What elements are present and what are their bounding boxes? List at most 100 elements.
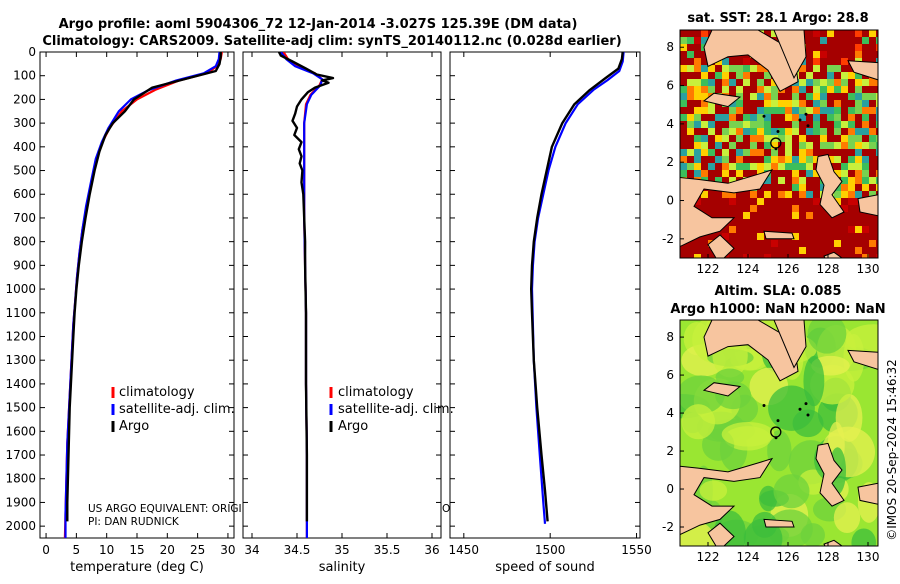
map-lon-label: 130 [857,550,880,564]
x-tick-label: 34 [244,543,259,557]
land-mass [847,349,878,370]
y-tick-label: 1400 [5,377,36,391]
legend-temperature: climatology satellite-adj. clim. Argo [111,385,235,434]
y-tick-label: 1000 [5,282,36,296]
map-lat-label: 6 [666,79,674,93]
argo-position-marker [770,426,782,438]
map-lon-label: 124 [737,550,760,564]
x-tick-label: 15 [129,543,144,557]
series-line-argo [66,52,222,522]
figure-title-line1: Argo profile: aoml 5904306_72 12-Jan-201… [59,17,578,32]
y-tick-label: 1800 [5,472,36,486]
map-lat-label: 8 [666,40,674,54]
y-tick-label: 700 [13,211,36,225]
legend-satellite-label: satellite-adj. clim. [119,402,235,417]
temperature-panel: 0 5 10 15 20 25 300100200300400500600700800900… [5,45,235,575]
y-tick-label: 600 [13,187,36,201]
x-tick-label: 35.5 [374,543,401,557]
map-lon-label: 128 [817,262,840,276]
legend-salinity: climatology satellite-adj. clim. Argo [329,385,454,434]
note-line1: US ARGO EQUIVALENT: ORIGI [88,503,242,515]
land-mass [815,153,845,219]
y-tick-label: 1900 [5,495,36,509]
legend-argo-label: Argo [119,419,149,434]
land-mass [680,457,774,536]
sla-map: 122 124 126 128 130 8 6 4 2 0 -2 [662,319,880,564]
map-lon-label: 130 [857,262,880,276]
sound-speed-panel: 1450 1500 1550 speed of sound [449,51,652,575]
series-line-argo [277,52,335,522]
y-tick-label: 1200 [5,329,36,343]
land-mass [763,518,795,528]
x-tick-label: 5 [73,543,81,557]
sst-map: 122 124 126 128 130 8 6 4 2 0 -2 [662,29,880,276]
y-tick-label: 400 [13,140,36,154]
figure-title-line2: Climatology: CARS2009. Satellite-adj cli… [42,34,621,49]
map-lat-label: -2 [662,232,674,246]
map-sla-title-1: Altim. SLA: 0.085 [715,284,842,299]
island [762,403,766,407]
land-mass [857,482,878,505]
salinity-axes-frame [242,51,442,539]
y-tick-label: 0 [28,45,36,59]
x-tick-label: 10 [99,543,114,557]
y-tick-label: 900 [13,258,36,272]
speed-of-sound-axes-frame [449,51,641,539]
x-tick-label: 30 [220,543,235,557]
x-tick-label: 25 [190,543,205,557]
x-axis-label: salinity [319,560,366,575]
y-tick-label: 2000 [5,519,36,533]
legend-satellite-label-2: satellite-adj. clim. [338,402,454,417]
island [798,407,802,411]
map-lat-label: 4 [666,406,674,420]
legend-climatology-label: climatology [119,385,195,400]
land-mass [773,320,807,369]
map-lon-label: 126 [777,550,800,564]
y-tick-label: 100 [13,69,36,83]
x-tick-label: 1450 [449,543,480,557]
map-lon-label: 124 [737,262,760,276]
map-frame [679,29,879,259]
island [804,112,808,116]
x-tick-label: 20 [160,543,175,557]
island [776,130,780,134]
y-tick-label: 800 [13,235,36,249]
y-tick-label: 1700 [5,448,36,462]
x-axis-label: speed of sound [495,560,595,575]
land-mass [773,30,807,80]
land-mass [707,522,735,546]
island [804,402,808,406]
x-tick-label: 36 [424,543,439,557]
y-tick-label: 500 [13,164,36,178]
y-tick-label: 1600 [5,424,36,438]
x-tick-label: 0 [42,543,50,557]
y-tick-label: 1300 [5,353,36,367]
x-tick-label: 1500 [535,543,566,557]
y-tick-label: 300 [13,116,36,130]
map-lat-label: 0 [666,194,674,208]
map-frame [679,319,879,547]
x-tick-label: 34.5 [284,543,311,557]
x-tick-label: 1550 [621,543,652,557]
land-mass [857,194,878,217]
x-axis-label: temperature (deg C) [70,560,204,575]
land-mass [847,60,878,81]
legend-argo-label-2: Argo [338,419,368,434]
salinity-panel: 34 34.5 35 35.5 36 salinity [242,51,442,575]
y-tick-label: 1500 [5,401,36,415]
map-lat-label: 0 [666,482,674,496]
map-lat-label: -2 [662,520,674,534]
map-lon-label: 122 [697,262,720,276]
map-sst-title: sat. SST: 28.1 Argo: 28.8 [687,11,868,26]
island [762,114,766,118]
map-lat-label: 8 [666,330,674,344]
island [776,419,780,423]
island [806,413,810,417]
map-lon-label: 128 [817,550,840,564]
land-mass [702,92,742,108]
y-tick-label: 200 [13,92,36,106]
map-sla-title-2: Argo h1000: NaN h2000: NaN [670,302,885,317]
credit-timestamp: ©IMOS 20-Sep-2024 15:46:32 [885,359,899,541]
map-lat-label: 4 [666,117,674,131]
